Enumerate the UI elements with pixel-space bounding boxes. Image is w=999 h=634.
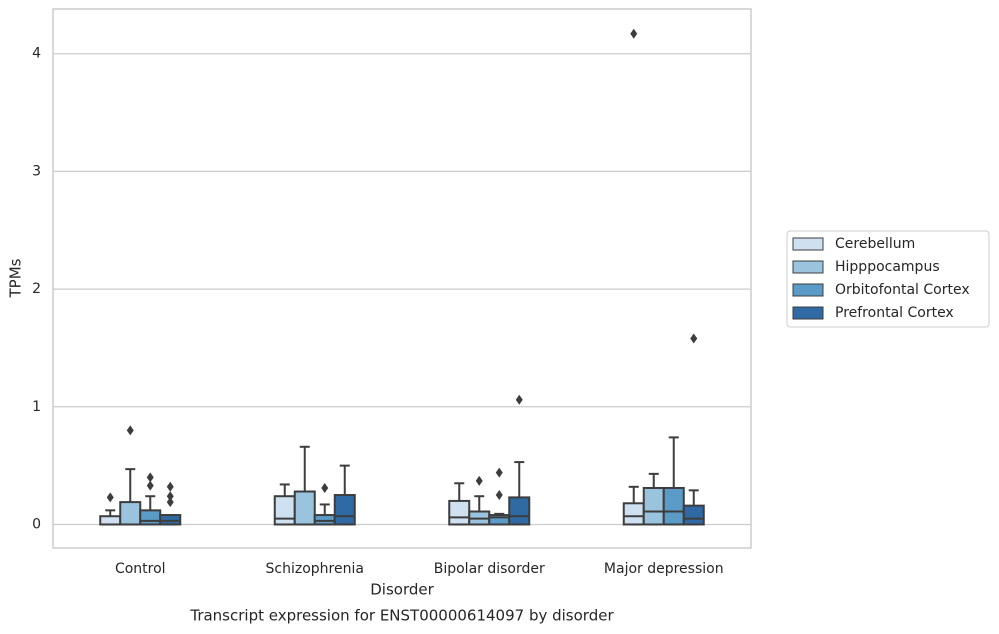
outlier [146, 480, 154, 491]
outlier [495, 490, 503, 501]
plot-frame [52, 8, 752, 549]
box [682, 504, 705, 526]
box [273, 495, 296, 526]
y-tick-label: 4 [32, 46, 41, 62]
x-tick-label: Control [115, 561, 166, 577]
x-tick-label: Major depression [604, 561, 724, 577]
legend-swatch [792, 237, 824, 251]
outlier [166, 481, 174, 492]
chart-title: Transcript expression for ENST0000061409… [189, 607, 614, 625]
y-axis-label: TPMs [7, 258, 25, 298]
box [139, 509, 162, 526]
box [622, 502, 645, 526]
box [333, 494, 356, 526]
outlier [146, 472, 154, 483]
legend-swatch [792, 260, 824, 274]
box [293, 490, 316, 526]
x-tick-label: Schizophrenia [266, 561, 364, 577]
legend-frame [786, 230, 990, 328]
outlier [166, 491, 174, 502]
box [508, 496, 531, 526]
box [642, 486, 665, 526]
box [119, 501, 142, 526]
legend-swatch [792, 283, 824, 297]
box [159, 514, 182, 526]
outlier [126, 425, 134, 436]
legend-swatch [792, 306, 824, 320]
y-tick-label: 1 [32, 399, 41, 415]
y-tick-label: 0 [32, 516, 41, 532]
box [99, 515, 122, 526]
box [313, 514, 336, 526]
box [448, 499, 471, 526]
y-tick-label: 2 [32, 281, 41, 297]
outlier [475, 475, 483, 486]
y-tick-label: 3 [32, 163, 41, 179]
outlier [515, 394, 523, 405]
outlier [321, 482, 329, 493]
outlier [495, 467, 503, 478]
outlier [106, 492, 114, 503]
x-axis-label: Disorder [370, 581, 434, 599]
legend-label: Cerebellum [835, 236, 915, 252]
outlier [630, 28, 638, 39]
legend-label: Prefrontal Cortex [835, 305, 954, 321]
x-tick-label: Bipolar disorder [434, 561, 545, 577]
box [662, 486, 685, 526]
legend-label: Hipppocampus [835, 259, 940, 275]
legend-label: Orbitofontal Cortex [835, 282, 970, 298]
outlier [166, 497, 174, 508]
outlier [690, 333, 698, 344]
